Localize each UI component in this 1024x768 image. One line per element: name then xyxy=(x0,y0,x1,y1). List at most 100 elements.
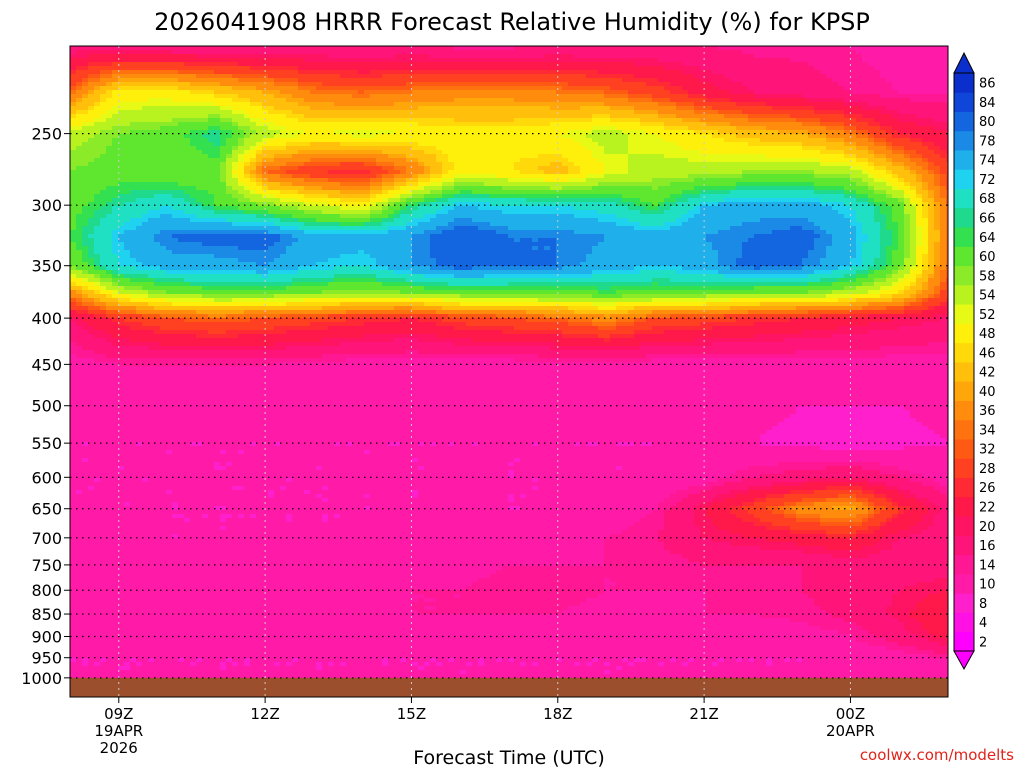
heatmap-cell xyxy=(862,110,869,115)
heatmap-cell xyxy=(766,74,773,79)
heatmap-cell xyxy=(178,78,185,83)
heatmap-cell xyxy=(700,78,707,83)
heatmap-cell xyxy=(112,154,119,159)
heatmap-cell xyxy=(838,166,845,171)
heatmap-cell xyxy=(316,86,323,91)
heatmap-cell xyxy=(160,178,167,183)
heatmap-cell xyxy=(934,174,941,179)
heatmap-cell xyxy=(436,90,443,95)
heatmap-cell xyxy=(118,134,125,139)
heatmap-cell xyxy=(70,110,77,115)
heatmap-cell xyxy=(184,70,191,75)
heatmap-cell xyxy=(214,94,221,99)
heatmap-cell xyxy=(280,118,287,123)
heatmap-cell xyxy=(454,170,461,175)
heatmap-cell xyxy=(670,142,677,147)
heatmap-cell xyxy=(682,62,689,67)
heatmap-cell xyxy=(928,142,935,147)
heatmap-cell xyxy=(772,118,779,123)
heatmap-cell xyxy=(814,90,821,95)
heatmap-cell xyxy=(748,162,755,167)
heatmap-cell xyxy=(322,86,329,91)
heatmap-cell xyxy=(586,174,593,179)
heatmap-cell xyxy=(820,70,827,75)
heatmap-cell xyxy=(820,86,827,91)
heatmap-cell xyxy=(436,82,443,87)
heatmap-cell xyxy=(298,74,305,79)
heatmap-cell xyxy=(88,98,95,103)
heatmap-cell xyxy=(400,178,407,183)
heatmap-cell xyxy=(244,162,251,167)
heatmap-cell xyxy=(694,146,701,151)
heatmap-cell xyxy=(748,122,755,127)
heatmap-cell xyxy=(874,166,881,171)
heatmap-cell xyxy=(418,50,425,55)
heatmap-cell xyxy=(658,118,665,123)
heatmap-cell xyxy=(940,114,947,119)
heatmap-cell xyxy=(412,70,419,75)
heatmap-cell xyxy=(178,90,185,95)
heatmap-cell xyxy=(394,174,401,179)
heatmap-cell xyxy=(382,98,389,103)
heatmap-cell xyxy=(418,178,425,183)
heatmap-cell xyxy=(766,102,773,107)
heatmap-cell xyxy=(166,126,173,131)
heatmap-cell xyxy=(928,154,935,159)
heatmap-cell xyxy=(682,70,689,75)
heatmap-cell xyxy=(412,158,419,163)
heatmap-cell xyxy=(70,130,77,135)
heatmap-cell xyxy=(628,162,635,167)
heatmap-cell xyxy=(934,82,941,87)
heatmap-cell xyxy=(520,58,527,63)
heatmap-cell xyxy=(934,46,941,51)
heatmap-cell xyxy=(652,146,659,151)
heatmap-cell xyxy=(298,46,305,51)
heatmap-cell xyxy=(916,114,923,119)
heatmap-cell xyxy=(232,162,239,167)
heatmap-cell xyxy=(676,106,683,111)
heatmap-cell xyxy=(850,178,857,183)
heatmap-cell xyxy=(82,122,89,127)
heatmap-cell xyxy=(610,178,617,183)
heatmap-cell xyxy=(760,126,767,131)
heatmap-cell xyxy=(760,114,767,119)
heatmap-cell xyxy=(550,74,557,79)
heatmap-cell xyxy=(388,166,395,171)
heatmap-cell xyxy=(772,130,779,135)
heatmap-cell xyxy=(934,146,941,151)
heatmap-cell xyxy=(898,146,905,151)
heatmap-cell xyxy=(688,138,695,143)
heatmap-cell xyxy=(664,54,671,59)
heatmap-cell xyxy=(268,110,275,115)
heatmap-cell xyxy=(286,150,293,155)
heatmap-cell xyxy=(808,50,815,55)
heatmap-cell xyxy=(622,78,629,83)
heatmap-cell xyxy=(130,106,137,111)
heatmap-cell xyxy=(172,118,179,123)
heatmap-cell xyxy=(370,66,377,71)
heatmap-cell xyxy=(922,66,929,71)
heatmap-cell xyxy=(688,50,695,55)
heatmap-cell xyxy=(808,78,815,83)
heatmap-cell xyxy=(148,142,155,147)
heatmap-cell xyxy=(538,58,545,63)
heatmap-cell xyxy=(346,94,353,99)
heatmap-cell xyxy=(814,86,821,91)
heatmap-cell xyxy=(238,78,245,83)
heatmap-cell xyxy=(196,162,203,167)
heatmap-cell xyxy=(808,158,815,163)
heatmap-cell xyxy=(136,154,143,159)
heatmap-cell xyxy=(82,90,89,95)
heatmap-cell xyxy=(514,166,521,171)
heatmap-cell xyxy=(298,122,305,127)
heatmap-cell xyxy=(604,126,611,131)
heatmap-cell xyxy=(784,90,791,95)
heatmap-cell xyxy=(898,130,905,135)
heatmap-cell xyxy=(322,174,329,179)
heatmap-cell xyxy=(628,106,635,111)
heatmap-cell xyxy=(586,62,593,67)
heatmap-cell xyxy=(670,134,677,139)
heatmap-cell xyxy=(376,74,383,79)
heatmap-cell xyxy=(760,66,767,71)
heatmap-cell xyxy=(694,166,701,171)
